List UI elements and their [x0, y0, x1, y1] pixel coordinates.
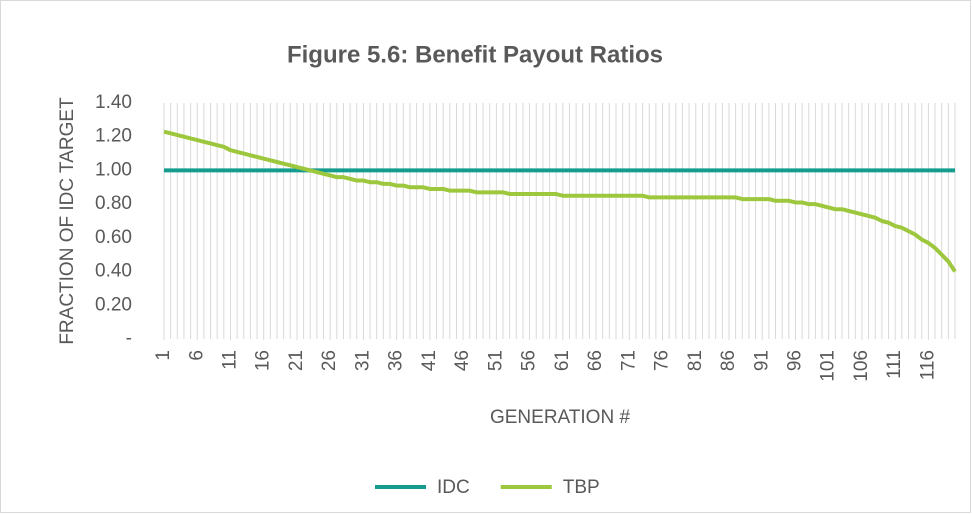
x-tick-label: 16 — [253, 350, 274, 371]
x-tick-label: 11 — [219, 350, 240, 370]
legend-label: TBP — [563, 477, 600, 498]
series-line — [163, 129, 957, 273]
x-tick-label: 106 — [851, 350, 872, 382]
legend-label: IDC — [437, 477, 470, 498]
x-tick-label: 21 — [286, 350, 307, 371]
x-tick-label: 51 — [485, 350, 506, 371]
x-tick-label: 76 — [652, 350, 673, 371]
x-tick-label: 61 — [552, 350, 573, 371]
y-tick-label: 0.80 — [95, 193, 132, 214]
x-tick-label: 71 — [618, 350, 639, 371]
x-tick-label: 36 — [386, 350, 407, 371]
y-axis-label: FRACTION OF IDC TARGET — [57, 97, 78, 345]
x-tick-label: 46 — [452, 350, 473, 371]
y-tick-label: 1.20 — [95, 126, 132, 147]
x-tick-label: 31 — [352, 350, 373, 371]
y-tick-label: 0.60 — [95, 227, 132, 248]
x-tick-label: 101 — [818, 350, 839, 382]
x-tick-label: 1 — [153, 350, 174, 361]
y-tick-label: 1.40 — [95, 92, 132, 113]
x-tick-label: 91 — [751, 350, 772, 371]
y-tick-label: - — [126, 328, 132, 349]
chart-title: Figure 5.6: Benefit Payout Ratios — [287, 41, 663, 68]
x-tick-label: 26 — [319, 350, 340, 371]
y-tick-label: 0.40 — [95, 261, 132, 282]
x-tick-label: 116 — [917, 350, 938, 380]
x-axis-label: GENERATION # — [490, 407, 630, 428]
x-tick-label: 96 — [784, 350, 805, 371]
x-tick-label: 81 — [685, 350, 706, 371]
x-tick-label: 56 — [519, 350, 540, 371]
x-tick-label: 111 — [884, 350, 905, 379]
x-tick-label: 66 — [585, 350, 606, 371]
y-tick-label: 0.20 — [95, 294, 132, 315]
x-tick-label: 86 — [718, 350, 739, 371]
x-tick-label: 6 — [186, 350, 207, 361]
y-tick-label: 1.00 — [95, 159, 132, 180]
x-tick-label: 41 — [419, 350, 440, 371]
